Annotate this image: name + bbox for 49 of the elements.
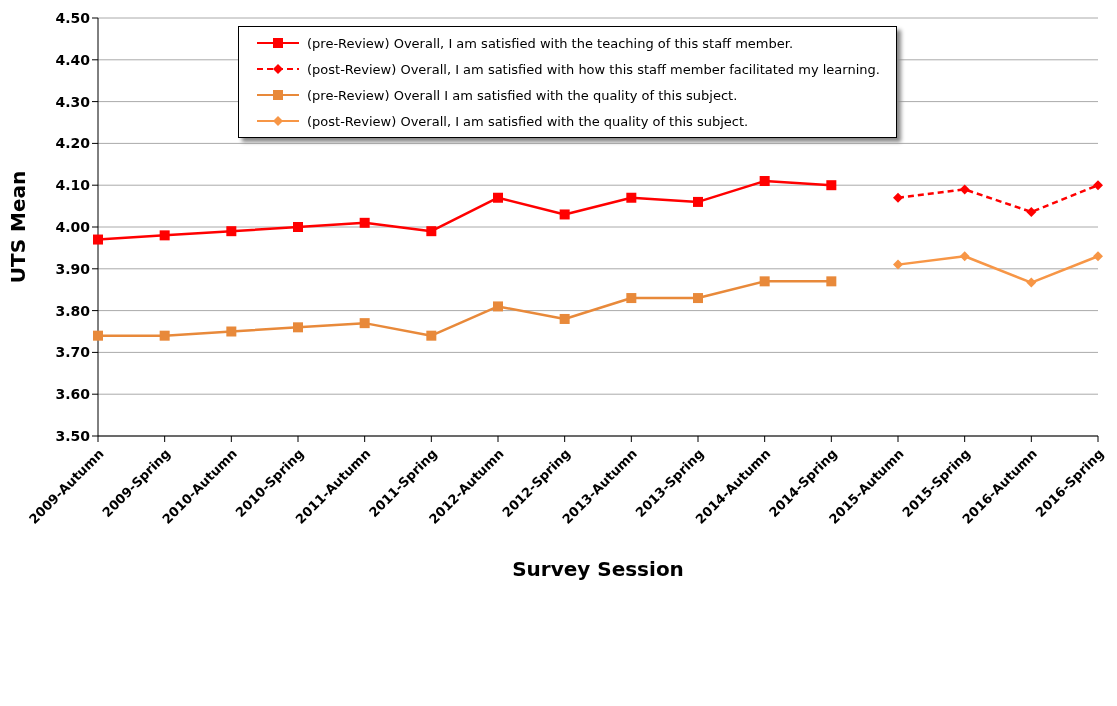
point xyxy=(693,196,703,207)
point xyxy=(893,192,903,203)
point xyxy=(759,176,770,187)
point xyxy=(226,326,237,337)
legend-label: (post-Review) Overall, I am satisfied with how this staff member facilitated my learning. xyxy=(307,61,880,77)
legend-label: (post-Review) Overall, I am satisfied with the quality of this subject. xyxy=(307,113,749,129)
y-tick-label: 3.80 xyxy=(55,302,91,319)
y-tick-label: 4.00 xyxy=(55,218,91,235)
point xyxy=(826,276,837,287)
point xyxy=(959,251,970,262)
point xyxy=(1026,206,1037,217)
y-tick-label: 4.10 xyxy=(55,177,91,194)
y-tick-label: 4.40 xyxy=(55,51,91,68)
point xyxy=(1093,180,1103,191)
point xyxy=(93,330,103,341)
point xyxy=(426,330,437,341)
point xyxy=(93,234,103,245)
point xyxy=(559,313,570,324)
y-axis-title: UTS Mean xyxy=(6,170,31,284)
x-axis-title: Survey Session xyxy=(512,557,684,581)
point xyxy=(826,180,837,191)
point xyxy=(359,318,370,329)
point xyxy=(759,276,770,287)
legend-label: (pre-Review) Overall I am satisfied with the quality of this subject. xyxy=(307,87,738,103)
point xyxy=(559,209,570,220)
point xyxy=(626,192,637,203)
point xyxy=(626,293,637,304)
point xyxy=(159,330,170,341)
y-tick-label: 4.50 xyxy=(55,9,91,26)
point xyxy=(893,259,903,270)
y-tick-label: 3.50 xyxy=(55,427,91,444)
point xyxy=(1026,277,1037,288)
y-tick-label: 4.20 xyxy=(55,135,91,152)
point xyxy=(493,192,503,203)
point xyxy=(693,293,703,304)
y-tick-label: 4.30 xyxy=(55,93,91,110)
point xyxy=(959,184,970,195)
y-tick-label: 3.70 xyxy=(55,344,91,361)
point xyxy=(293,322,303,333)
point xyxy=(1093,251,1103,262)
point xyxy=(359,217,370,228)
point xyxy=(159,230,170,241)
point xyxy=(293,222,303,232)
point xyxy=(426,226,437,237)
point xyxy=(493,301,503,312)
legend-label: (pre-Review) Overall, I am satisfied with the teaching of this staff member. xyxy=(307,35,794,51)
y-tick-label: 3.60 xyxy=(55,386,91,403)
point xyxy=(226,226,237,237)
y-tick-label: 3.90 xyxy=(55,260,91,277)
